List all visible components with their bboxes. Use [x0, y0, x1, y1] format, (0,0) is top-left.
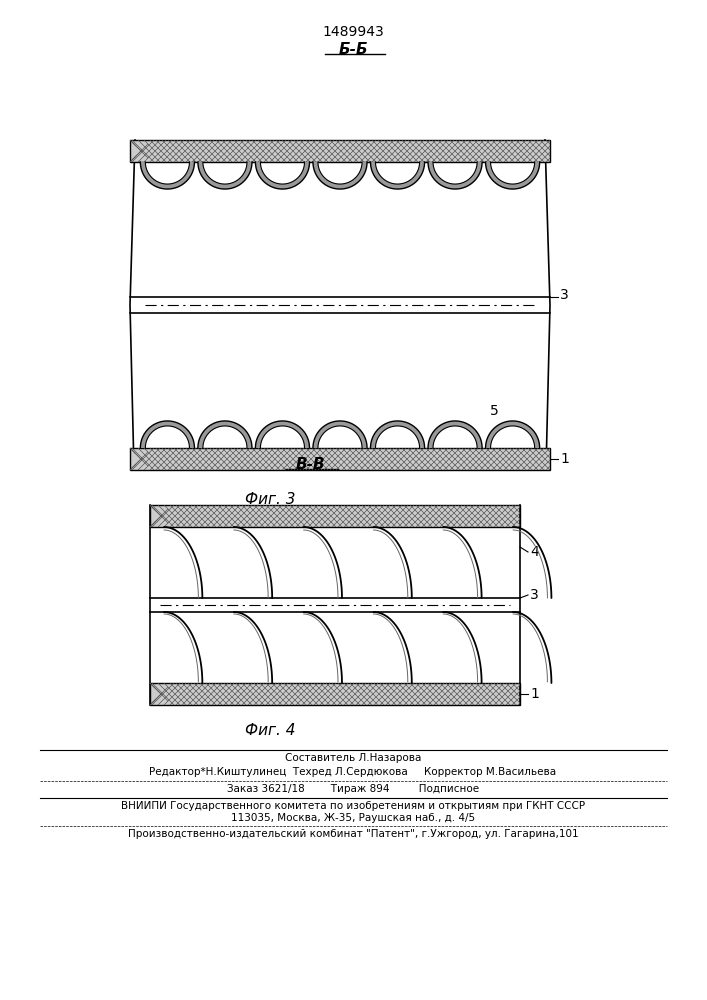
Polygon shape	[370, 421, 425, 448]
Polygon shape	[486, 421, 539, 448]
Polygon shape	[141, 421, 194, 448]
Text: 113035, Москва, Ж-35, Раушская наб., д. 4/5: 113035, Москва, Ж-35, Раушская наб., д. …	[231, 813, 475, 823]
Text: 4: 4	[530, 545, 539, 559]
Bar	[130, 448, 550, 470]
Polygon shape	[428, 162, 482, 189]
Text: 5: 5	[490, 404, 498, 418]
Polygon shape	[198, 421, 252, 448]
Text: Заказ 3621/18        Тираж 894         Подписное: Заказ 3621/18 Тираж 894 Подписное	[227, 784, 479, 794]
Bar	[150, 683, 520, 705]
Polygon shape	[255, 421, 310, 448]
Polygon shape	[313, 421, 367, 448]
Polygon shape	[486, 162, 539, 189]
Text: 1: 1	[560, 452, 569, 466]
Text: ВНИИПИ Государственного комитета по изобретениям и открытиям при ГКНТ СССР: ВНИИПИ Государственного комитета по изоб…	[121, 801, 585, 811]
Text: Фиг. 4: Фиг. 4	[245, 723, 296, 738]
Text: Редактор*Н.Киштулинец  Техред Л.Сердюкова     Корректор М.Васильева: Редактор*Н.Киштулинец Техред Л.Сердюкова…	[149, 767, 556, 777]
Text: 1: 1	[530, 687, 539, 701]
Polygon shape	[428, 421, 482, 448]
Polygon shape	[255, 162, 310, 189]
Polygon shape	[198, 162, 252, 189]
Polygon shape	[313, 162, 367, 189]
Text: Фиг. 3: Фиг. 3	[245, 492, 296, 507]
Text: 3: 3	[560, 288, 568, 302]
Text: В-В: В-В	[296, 457, 325, 472]
Text: Составитель Л.Назарова: Составитель Л.Назарова	[285, 753, 421, 763]
Bar	[130, 140, 550, 162]
Text: 1489943: 1489943	[322, 25, 384, 39]
Text: Б-Б: Б-Б	[338, 42, 368, 57]
Polygon shape	[141, 162, 194, 189]
Polygon shape	[370, 162, 425, 189]
Bar	[150, 505, 520, 527]
Text: 3: 3	[530, 588, 539, 602]
Text: Производственно-издательский комбинат "Патент", г.Ужгород, ул. Гагарина,101: Производственно-издательский комбинат "П…	[128, 829, 578, 839]
